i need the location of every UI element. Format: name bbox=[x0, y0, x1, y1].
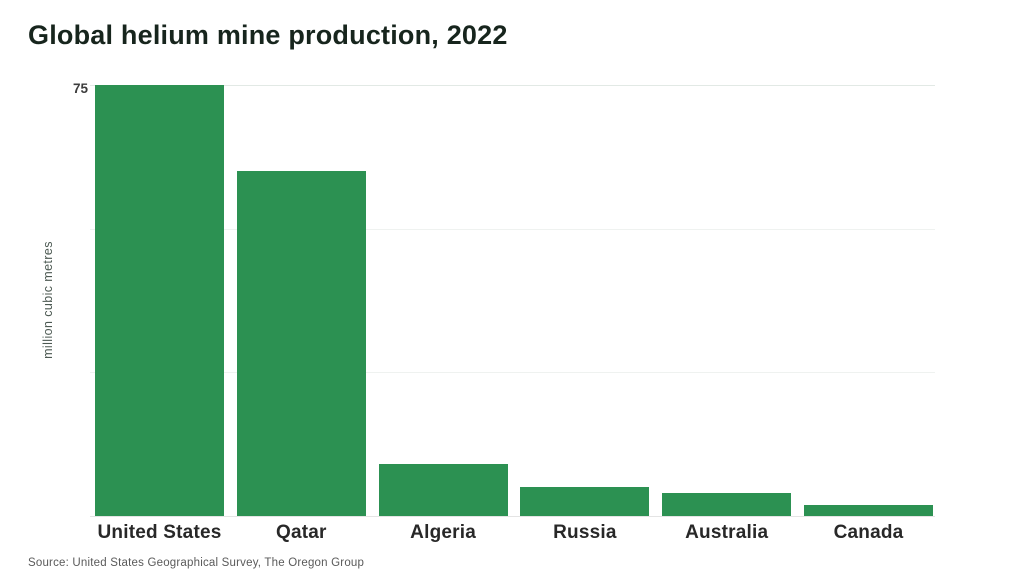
bar-australia bbox=[662, 493, 792, 516]
x-label-algeria: Algeria bbox=[410, 522, 477, 543]
bar-russia bbox=[520, 487, 650, 516]
x-label-united-states: United States bbox=[97, 522, 222, 543]
y-axis-tick-75: 75 bbox=[72, 81, 88, 96]
x-axis-baseline bbox=[90, 516, 935, 517]
bar-algeria bbox=[378, 464, 508, 516]
bar-united-states bbox=[95, 85, 224, 516]
bar-canada bbox=[804, 504, 933, 516]
bar-qatar bbox=[236, 171, 366, 516]
x-label-australia: Australia bbox=[685, 522, 769, 543]
x-label-canada: Canada bbox=[833, 522, 904, 543]
gridline-25 bbox=[90, 372, 935, 374]
x-label-russia: Russia bbox=[553, 522, 617, 543]
x-label-qatar: Qatar bbox=[275, 522, 327, 543]
gridline-75 bbox=[90, 85, 935, 86]
y-axis-label: million cubic metres bbox=[41, 241, 55, 359]
gridline-50 bbox=[90, 228, 935, 230]
bar-chart-plot-area: United States Qatar Algeria Russia Australia… bbox=[90, 78, 935, 543]
chart-title: Global helium mine production, 2022 bbox=[28, 20, 508, 50]
source-note: Source: United States Geographical Surve… bbox=[28, 557, 365, 569]
